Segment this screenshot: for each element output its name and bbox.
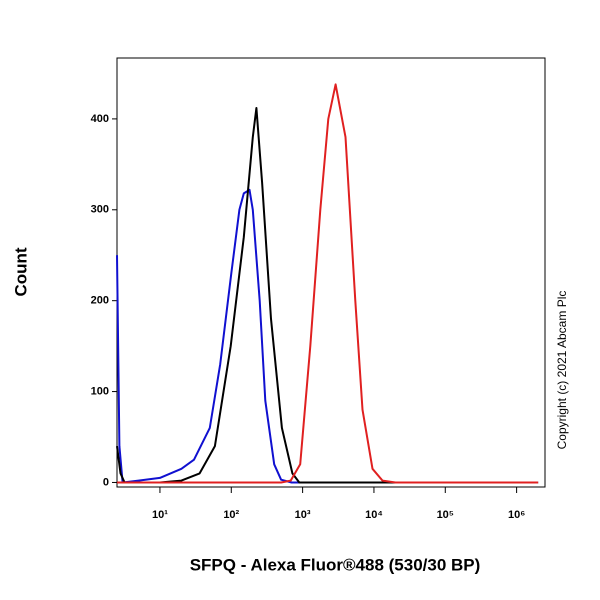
- x-tick-label: 10⁵: [437, 509, 454, 521]
- y-tick-label: 300: [91, 204, 109, 216]
- histogram-line: [116, 188, 539, 484]
- y-axis-label: Count: [11, 247, 30, 296]
- histogram-line: [116, 107, 539, 484]
- y-tick-label: 400: [91, 113, 109, 125]
- copyright: Copyright (c) 2021 Abcam Plc: [555, 291, 569, 450]
- y-tick-label: 0: [103, 476, 109, 488]
- x-tick-label: 10³: [295, 509, 311, 521]
- x-tick-label: 10⁶: [508, 509, 525, 521]
- y-tick-label: 200: [91, 295, 109, 307]
- x-tick-label: 10¹: [152, 509, 168, 521]
- x-tick-label: 10⁴: [365, 509, 383, 521]
- plot-frame: [116, 57, 546, 488]
- y-tick-label: 100: [91, 385, 109, 397]
- x-axis-label: SFPQ - Alexa Fluor®488 (530/30 BP): [190, 555, 481, 574]
- x-tick-label: 10²: [223, 509, 239, 521]
- histogram-line: [117, 83, 539, 484]
